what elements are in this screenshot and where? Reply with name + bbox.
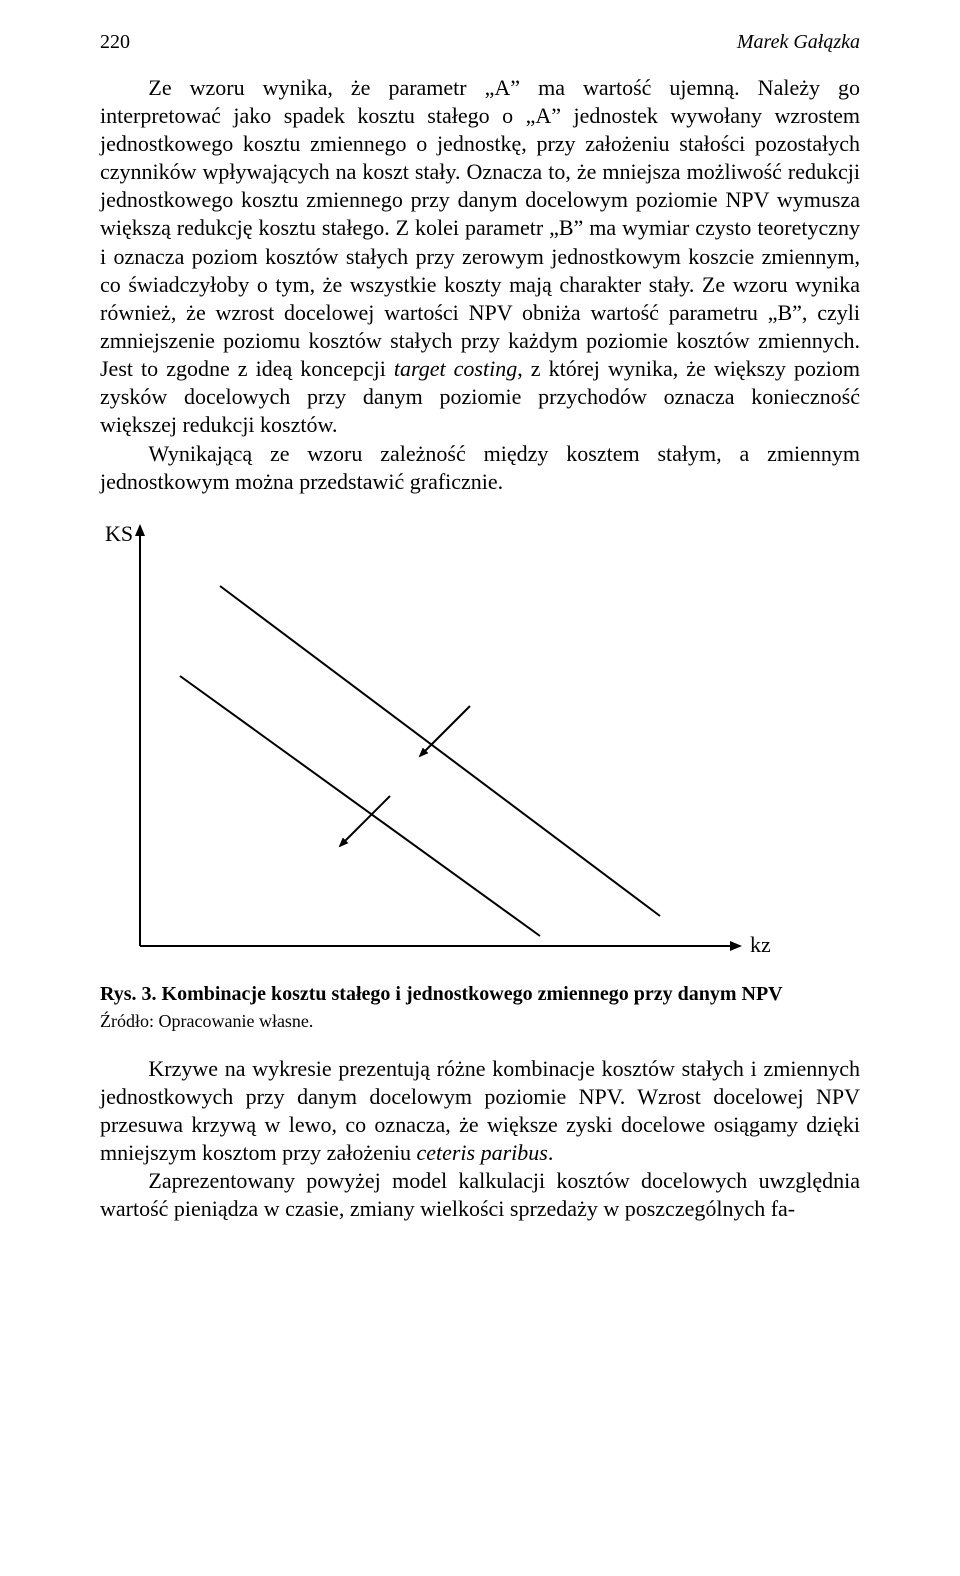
page: 220 Marek Gałązka Ze wzoru wynika, że pa… bbox=[0, 0, 960, 1576]
paragraph-1: Ze wzoru wynika, że parametr „A” ma wart… bbox=[100, 74, 860, 440]
paragraph-3: Krzywe na wykresie prezentują różne komb… bbox=[100, 1055, 860, 1168]
x-axis-label: kz bbox=[750, 932, 771, 957]
shift-arrow-1 bbox=[420, 706, 470, 756]
chart-svg: KS kz bbox=[100, 516, 820, 976]
figure-caption: Rys. 3. Kombinacje kosztu stałego i jedn… bbox=[100, 982, 860, 1008]
paragraph-3-text: Krzywe na wykresie prezentują różne komb… bbox=[100, 1056, 860, 1165]
page-number: 220 bbox=[100, 30, 130, 56]
paragraph-1-text: Ze wzoru wynika, że parametr „A” ma wart… bbox=[100, 75, 860, 438]
running-head: 220 Marek Gałązka bbox=[100, 30, 860, 56]
paragraph-2-text: Wynikającą ze wzoru zależność między kos… bbox=[100, 441, 860, 494]
chart-container: KS kz bbox=[100, 516, 860, 976]
figure-source: Źródło: Opracowanie własne. bbox=[100, 1010, 860, 1033]
paragraph-4-text: Zaprezentowany powyżej model kalkulacji … bbox=[100, 1168, 860, 1221]
paragraph-4: Zaprezentowany powyżej model kalkulacji … bbox=[100, 1167, 860, 1223]
chart-line-2 bbox=[180, 676, 540, 936]
y-axis-label: KS bbox=[105, 521, 133, 546]
paragraph-2: Wynikającą ze wzoru zależność między kos… bbox=[100, 440, 860, 496]
chart-line-1 bbox=[220, 586, 660, 916]
shift-arrow-2 bbox=[340, 796, 390, 846]
author-name: Marek Gałązka bbox=[737, 30, 860, 56]
